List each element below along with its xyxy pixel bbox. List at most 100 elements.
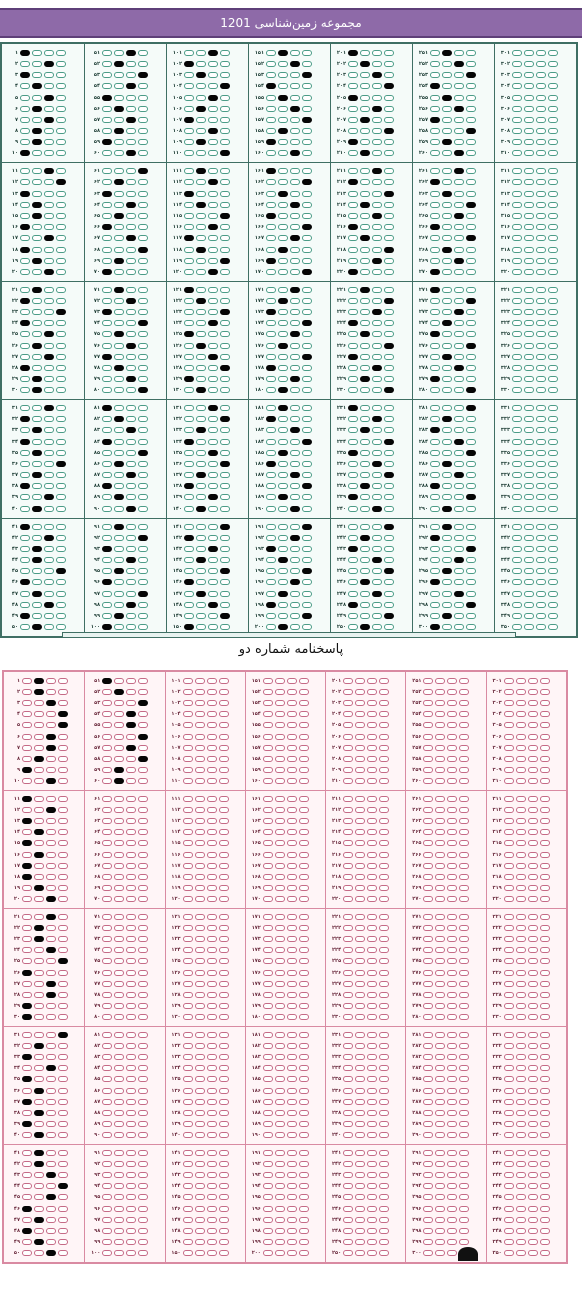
answer-bubble[interactable] <box>430 297 440 304</box>
answer-bubble[interactable] <box>46 1250 56 1257</box>
answer-bubble[interactable] <box>184 235 194 242</box>
answer-bubble[interactable] <box>302 579 312 586</box>
answer-bubble[interactable] <box>262 778 273 785</box>
answer-bubble[interactable] <box>515 1149 526 1156</box>
answer-bubble[interactable] <box>262 851 273 858</box>
answer-bubble[interactable] <box>114 913 125 920</box>
answer-bubble[interactable] <box>196 427 206 434</box>
answer-bubble[interactable] <box>290 320 300 327</box>
answer-bubble[interactable] <box>218 1205 229 1212</box>
answer-bubble[interactable] <box>208 61 218 68</box>
answer-bubble[interactable] <box>372 612 382 619</box>
answer-bubble[interactable] <box>126 991 137 998</box>
answer-bubble[interactable] <box>220 128 230 135</box>
answer-bubble[interactable] <box>218 1194 229 1201</box>
answer-bubble[interactable] <box>278 309 288 316</box>
answer-bubble[interactable] <box>126 364 136 371</box>
answer-bubble[interactable] <box>302 257 312 264</box>
answer-bubble[interactable] <box>266 557 276 564</box>
answer-bubble[interactable] <box>454 309 464 316</box>
answer-bubble[interactable] <box>442 94 452 101</box>
answer-bubble[interactable] <box>262 1087 273 1094</box>
answer-bubble[interactable] <box>379 722 390 729</box>
answer-bubble[interactable] <box>372 179 382 186</box>
answer-bubble[interactable] <box>539 969 550 976</box>
answer-bubble[interactable] <box>58 1014 68 1021</box>
answer-bubble[interactable] <box>372 49 382 56</box>
answer-bubble[interactable] <box>302 416 312 423</box>
answer-bubble[interactable] <box>298 1014 309 1021</box>
answer-bubble[interactable] <box>384 342 394 349</box>
answer-bubble[interactable] <box>442 297 452 304</box>
answer-bubble[interactable] <box>194 1238 205 1245</box>
answer-bubble[interactable] <box>302 624 312 631</box>
answer-bubble[interactable] <box>138 733 149 740</box>
answer-bubble[interactable] <box>34 1087 44 1094</box>
answer-bubble[interactable] <box>34 755 44 762</box>
answer-bubble[interactable] <box>208 128 218 135</box>
answer-bubble[interactable] <box>266 320 276 327</box>
answer-bubble[interactable] <box>44 331 54 338</box>
answer-bubble[interactable] <box>459 807 470 814</box>
answer-bubble[interactable] <box>220 235 230 242</box>
answer-bubble[interactable] <box>302 213 312 219</box>
answer-bubble[interactable] <box>138 353 148 360</box>
answer-bubble[interactable] <box>286 744 297 751</box>
answer-bubble[interactable] <box>220 49 230 56</box>
answer-bubble[interactable] <box>102 320 112 327</box>
answer-bubble[interactable] <box>343 1250 354 1257</box>
answer-bubble[interactable] <box>182 862 193 869</box>
answer-bubble[interactable] <box>218 1172 229 1179</box>
answer-bubble[interactable] <box>196 331 206 338</box>
answer-bubble[interactable] <box>22 1098 32 1105</box>
answer-bubble[interactable] <box>539 925 550 932</box>
answer-bubble[interactable] <box>539 722 550 729</box>
answer-bubble[interactable] <box>126 105 136 112</box>
answer-bubble[interactable] <box>527 936 538 943</box>
answer-bubble[interactable] <box>527 1238 538 1245</box>
answer-bubble[interactable] <box>355 980 366 987</box>
answer-bubble[interactable] <box>459 1205 470 1212</box>
answer-bubble[interactable] <box>44 557 54 564</box>
answer-bubble[interactable] <box>114 568 124 575</box>
answer-bubble[interactable] <box>262 1161 273 1168</box>
answer-bubble[interactable] <box>290 72 300 79</box>
answer-bubble[interactable] <box>447 807 458 814</box>
answer-bubble[interactable] <box>524 353 534 360</box>
answer-bubble[interactable] <box>32 557 42 564</box>
answer-bubble[interactable] <box>32 213 42 219</box>
answer-bubble[interactable] <box>355 778 366 785</box>
answer-bubble[interactable] <box>355 1132 366 1139</box>
answer-bubble[interactable] <box>102 1065 113 1072</box>
answer-bubble[interactable] <box>539 884 550 891</box>
answer-bubble[interactable] <box>138 331 148 338</box>
answer-bubble[interactable] <box>527 807 538 814</box>
answer-bubble[interactable] <box>286 958 297 965</box>
answer-bubble[interactable] <box>34 980 44 987</box>
answer-bubble[interactable] <box>218 722 229 729</box>
answer-bubble[interactable] <box>298 1161 309 1168</box>
answer-bubble[interactable] <box>278 590 288 597</box>
answer-bubble[interactable] <box>208 105 218 112</box>
answer-bubble[interactable] <box>548 320 558 327</box>
answer-bubble[interactable] <box>430 168 440 175</box>
answer-bubble[interactable] <box>360 246 370 253</box>
answer-bubble[interactable] <box>512 49 522 56</box>
answer-bubble[interactable] <box>46 925 56 932</box>
answer-bubble[interactable] <box>138 116 148 123</box>
answer-bubble[interactable] <box>447 958 458 965</box>
answer-bubble[interactable] <box>274 755 285 762</box>
answer-bubble[interactable] <box>46 1194 56 1201</box>
answer-bubble[interactable] <box>372 213 382 219</box>
answer-bubble[interactable] <box>126 83 136 90</box>
answer-bubble[interactable] <box>32 364 42 371</box>
answer-bubble[interactable] <box>447 795 458 802</box>
answer-bubble[interactable] <box>262 936 273 943</box>
answer-bubble[interactable] <box>536 268 546 275</box>
answer-bubble[interactable] <box>459 1065 470 1072</box>
answer-bubble[interactable] <box>466 72 476 79</box>
answer-bubble[interactable] <box>430 523 440 530</box>
answer-bubble[interactable] <box>286 1014 297 1021</box>
answer-bubble[interactable] <box>208 342 218 349</box>
answer-bubble[interactable] <box>379 1194 390 1201</box>
